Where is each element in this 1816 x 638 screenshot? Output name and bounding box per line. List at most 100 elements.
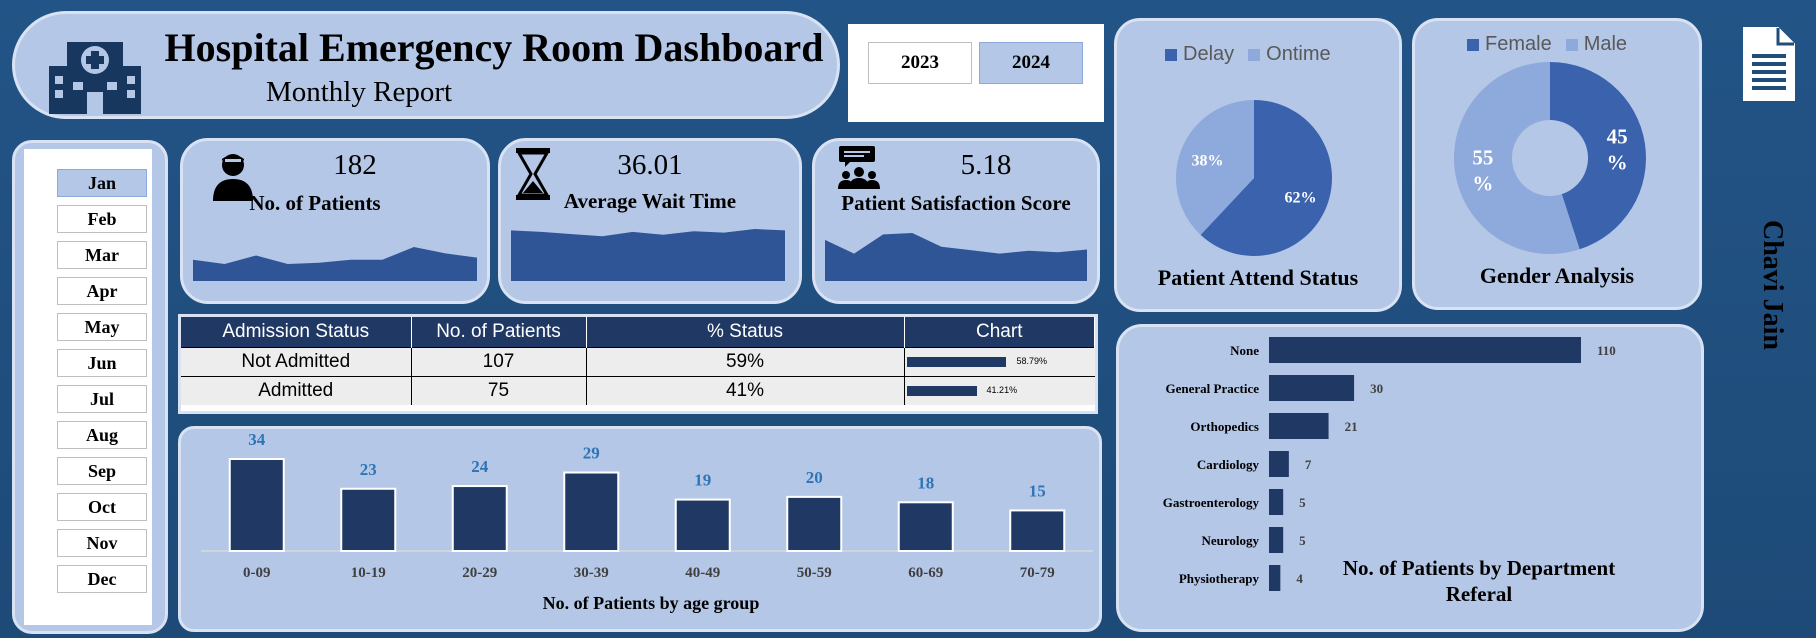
month-jun-button[interactable]: Jun — [57, 349, 147, 377]
satisfaction-trend-area — [825, 233, 1087, 281]
month-nov-button[interactable]: Nov — [57, 529, 147, 557]
legend-item-ontime: Ontime — [1248, 43, 1331, 66]
legend-label: Male — [1583, 33, 1628, 55]
age-bar-value-label: 34 — [248, 430, 266, 449]
attend-status-pie-chart: 62% 38% — [1176, 100, 1332, 256]
legend-item-male: Male — [1565, 33, 1628, 56]
col-chart: Chart — [904, 317, 1095, 347]
month-jul-button[interactable]: Jul — [57, 385, 147, 413]
patient-count-cell: 107 — [411, 346, 587, 376]
chart-cell: 41.21% — [904, 375, 1095, 405]
age-category-label: 70-79 — [1020, 565, 1055, 581]
month-may-button[interactable]: May — [57, 313, 147, 341]
patient-count-cell: 75 — [411, 375, 587, 405]
age-bar — [1009, 509, 1066, 552]
col-pct-status: % Status — [586, 317, 905, 347]
dashboard-subtitle: Monthly Report — [265, 76, 453, 108]
wait-time-trend-sparkline — [511, 229, 785, 281]
age-bar — [563, 471, 620, 552]
age-bar-value-label: 29 — [583, 444, 600, 463]
kpi-satisfaction-value: 5.18 — [960, 149, 1012, 181]
age-category-label: 0-09 — [243, 565, 271, 581]
pct-status-cell: 41% — [586, 375, 905, 405]
patients-trend-sparkline — [193, 247, 477, 281]
gender-slice — [1454, 62, 1580, 254]
pct-status-cell: 59% — [586, 346, 905, 376]
hourglass-icon — [516, 148, 550, 200]
author-name: Chavi Jain — [1757, 220, 1788, 350]
age-bar-value-label: 23 — [360, 460, 377, 479]
col-no-of-patients: No. of Patients — [411, 317, 587, 347]
legend-swatch — [1165, 48, 1177, 61]
age-group-bar-chart: 34 0-09 23 10-19 24 20-29 29 30-39 19 40-49 20 50-5… — [201, 430, 1093, 613]
satisfaction-trend-sparkline — [825, 233, 1087, 281]
month-apr-button[interactable]: Apr — [57, 277, 147, 305]
table-row: Admitted 75 41% 41.21% — [181, 375, 1095, 405]
month-sep-button[interactable]: Sep — [57, 457, 147, 485]
month-mar-button[interactable]: Mar — [57, 241, 147, 269]
month-jan-button[interactable]: Jan — [57, 169, 147, 197]
dept-bar-value-label: 5 — [1299, 533, 1306, 548]
year-2024-button[interactable]: 2024 — [979, 42, 1083, 84]
dept-category-label: Cardiology — [1197, 457, 1260, 472]
dept-category-label: Orthopedics — [1190, 419, 1259, 434]
legend-label: Female — [1485, 33, 1552, 55]
kpi-wait-time-label: Average Wait Time — [563, 189, 737, 213]
gender-donut-chart: 45 % 55% — [1454, 62, 1646, 254]
admission-status-cell: Admitted — [181, 375, 412, 405]
age-bar — [674, 498, 731, 552]
dept-bar — [1269, 489, 1284, 515]
dashboard-title: Hospital Emergency Room Dashboard — [164, 25, 824, 70]
month-aug-button[interactable]: Aug — [57, 421, 147, 449]
patients-trend-area — [193, 247, 477, 281]
gender-slice-label: 45% — [1607, 124, 1628, 174]
author-signature: Chavi Jain — [1748, 220, 1788, 380]
attend-slice — [1200, 100, 1332, 256]
age-category-label: 20-29 — [462, 565, 497, 581]
attend-slice-label: 38% — [1192, 153, 1224, 170]
month-feb-button[interactable]: Feb — [57, 205, 147, 233]
attend-legend: Delay Ontime — [1165, 43, 1331, 66]
dept-bar-value-label: 4 — [1296, 571, 1303, 586]
year-slicer: 2023 2024 — [848, 24, 1104, 122]
dept-chart-title: No. of Patients by Department Referal — [1343, 556, 1615, 606]
age-bar — [786, 495, 843, 552]
age-category-label: 60-69 — [908, 565, 943, 581]
year-2023-button[interactable]: 2023 — [868, 42, 972, 84]
legend-label: Delay — [1183, 43, 1235, 65]
month-dec-button[interactable]: Dec — [57, 565, 147, 593]
dept-bar — [1269, 337, 1581, 363]
legend-swatch — [1248, 48, 1261, 61]
age-bar-value-label: 18 — [917, 473, 934, 492]
gender-analysis-panel: Female Male 45% 55% Gender Analysis — [1412, 18, 1702, 310]
month-slicer: Jan Feb Mar Apr May Jun Jul Aug Sep Oct … — [12, 140, 168, 634]
kpi-wait-time-card: 36.01 Average Wait Time — [498, 138, 802, 304]
legend-item-delay: Delay — [1165, 43, 1234, 66]
attend-slice — [1176, 100, 1254, 235]
age-bar-value-label: 24 — [471, 457, 489, 476]
table-header-row: Admission Status No. of Patients % Statu… — [181, 317, 1095, 347]
hospital-icon — [49, 42, 141, 114]
age-category-label: 50-59 — [797, 565, 832, 581]
kpi-satisfaction-card: 5.18 Patient Satisfaction Score — [812, 138, 1100, 304]
gender-analysis-title: Gender Analysis — [1479, 263, 1635, 288]
kpi-satisfaction-label: Patient Satisfaction Score — [841, 191, 1071, 215]
kpi-patients-label: No. of Patients — [249, 191, 381, 215]
gender-legend: Female Male — [1467, 33, 1627, 56]
month-oct-button[interactable]: Oct — [57, 493, 147, 521]
document-icon[interactable] — [1740, 24, 1798, 104]
admission-data-bar-label: 58.79% — [1016, 355, 1047, 366]
admission-data-bar-label: 41.21% — [986, 384, 1018, 395]
department-referal-bar-chart: None 110 General Practice 30 Orthopedics 21 Ca… — [1163, 337, 1616, 606]
table-row: Not Admitted 107 59% 58.79% — [181, 346, 1095, 376]
gender-slice — [1550, 62, 1646, 250]
age-bar-value-label: 19 — [694, 471, 711, 490]
legend-swatch — [1565, 38, 1578, 51]
feedback-group-icon — [838, 146, 880, 189]
col-admission-status: Admission Status — [181, 317, 412, 347]
age-chart-title: No. of Patients by age group — [543, 593, 760, 613]
dept-category-label: Neurology — [1201, 533, 1259, 548]
dept-category-label: None — [1230, 343, 1259, 358]
admission-status-table: Admission Status No. of Patients % Statu… — [178, 314, 1098, 414]
age-category-label: 40-49 — [685, 565, 720, 581]
